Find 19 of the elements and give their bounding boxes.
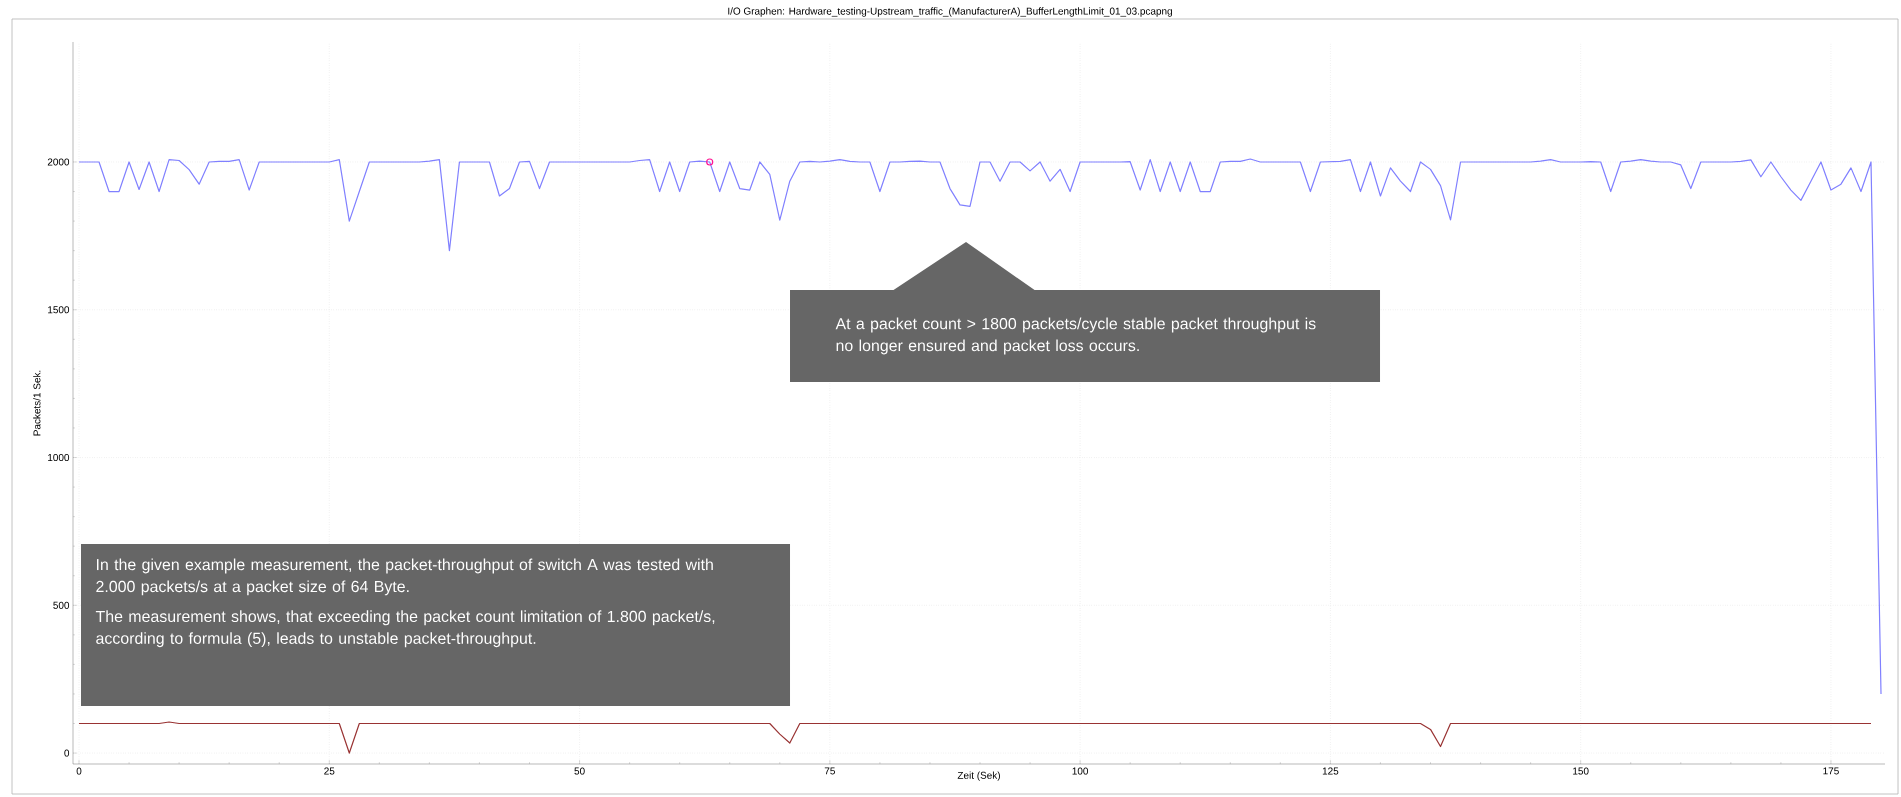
- annotation: The measurement shows, that exceeding the packet count limitation of 1.800 packet/s, according to formula (5), leads to unstable packet-throughput.: [95, 610, 715, 648]
- annotation: At a packet count > 1800 packets/cycle stable packet throughput is no longer ensured and packet loss occurs.: [835, 317, 1316, 355]
- x-tick-label: 0: [76, 767, 82, 775]
- y-axis-title: Packets/1 Sek.: [33, 370, 41, 436]
- x-tick-label: 125: [1322, 767, 1339, 775]
- x-tick-label: 50: [574, 767, 585, 775]
- x-tick-label: 150: [1573, 767, 1589, 775]
- x-tick-label: 25: [324, 767, 335, 775]
- chart-title: I/O Graphen: Hardware_testing-Upstream_traffic_(ManufacturerA)_BufferLengthLimit_01_03.pcapng: [728, 7, 1172, 17]
- x-tick-label: 75: [824, 767, 835, 775]
- y-tick-label: 1500: [48, 306, 70, 314]
- y-tick-label: 500: [53, 601, 70, 609]
- x-tick-label: 100: [1072, 767, 1089, 775]
- x-axis-title: Zeit (Sek): [957, 771, 1000, 781]
- y-tick-label: 0: [64, 749, 70, 757]
- x-tick-label: 175: [1823, 767, 1839, 775]
- y-tick-label: 1000: [48, 454, 70, 462]
- y-tick-label: 2000: [47, 158, 70, 166]
- annotation: In the given example measurement, the packet-throughput of switch A was tested with 2.000 packets/s at a packet size of 64 Byte.: [96, 558, 713, 596]
